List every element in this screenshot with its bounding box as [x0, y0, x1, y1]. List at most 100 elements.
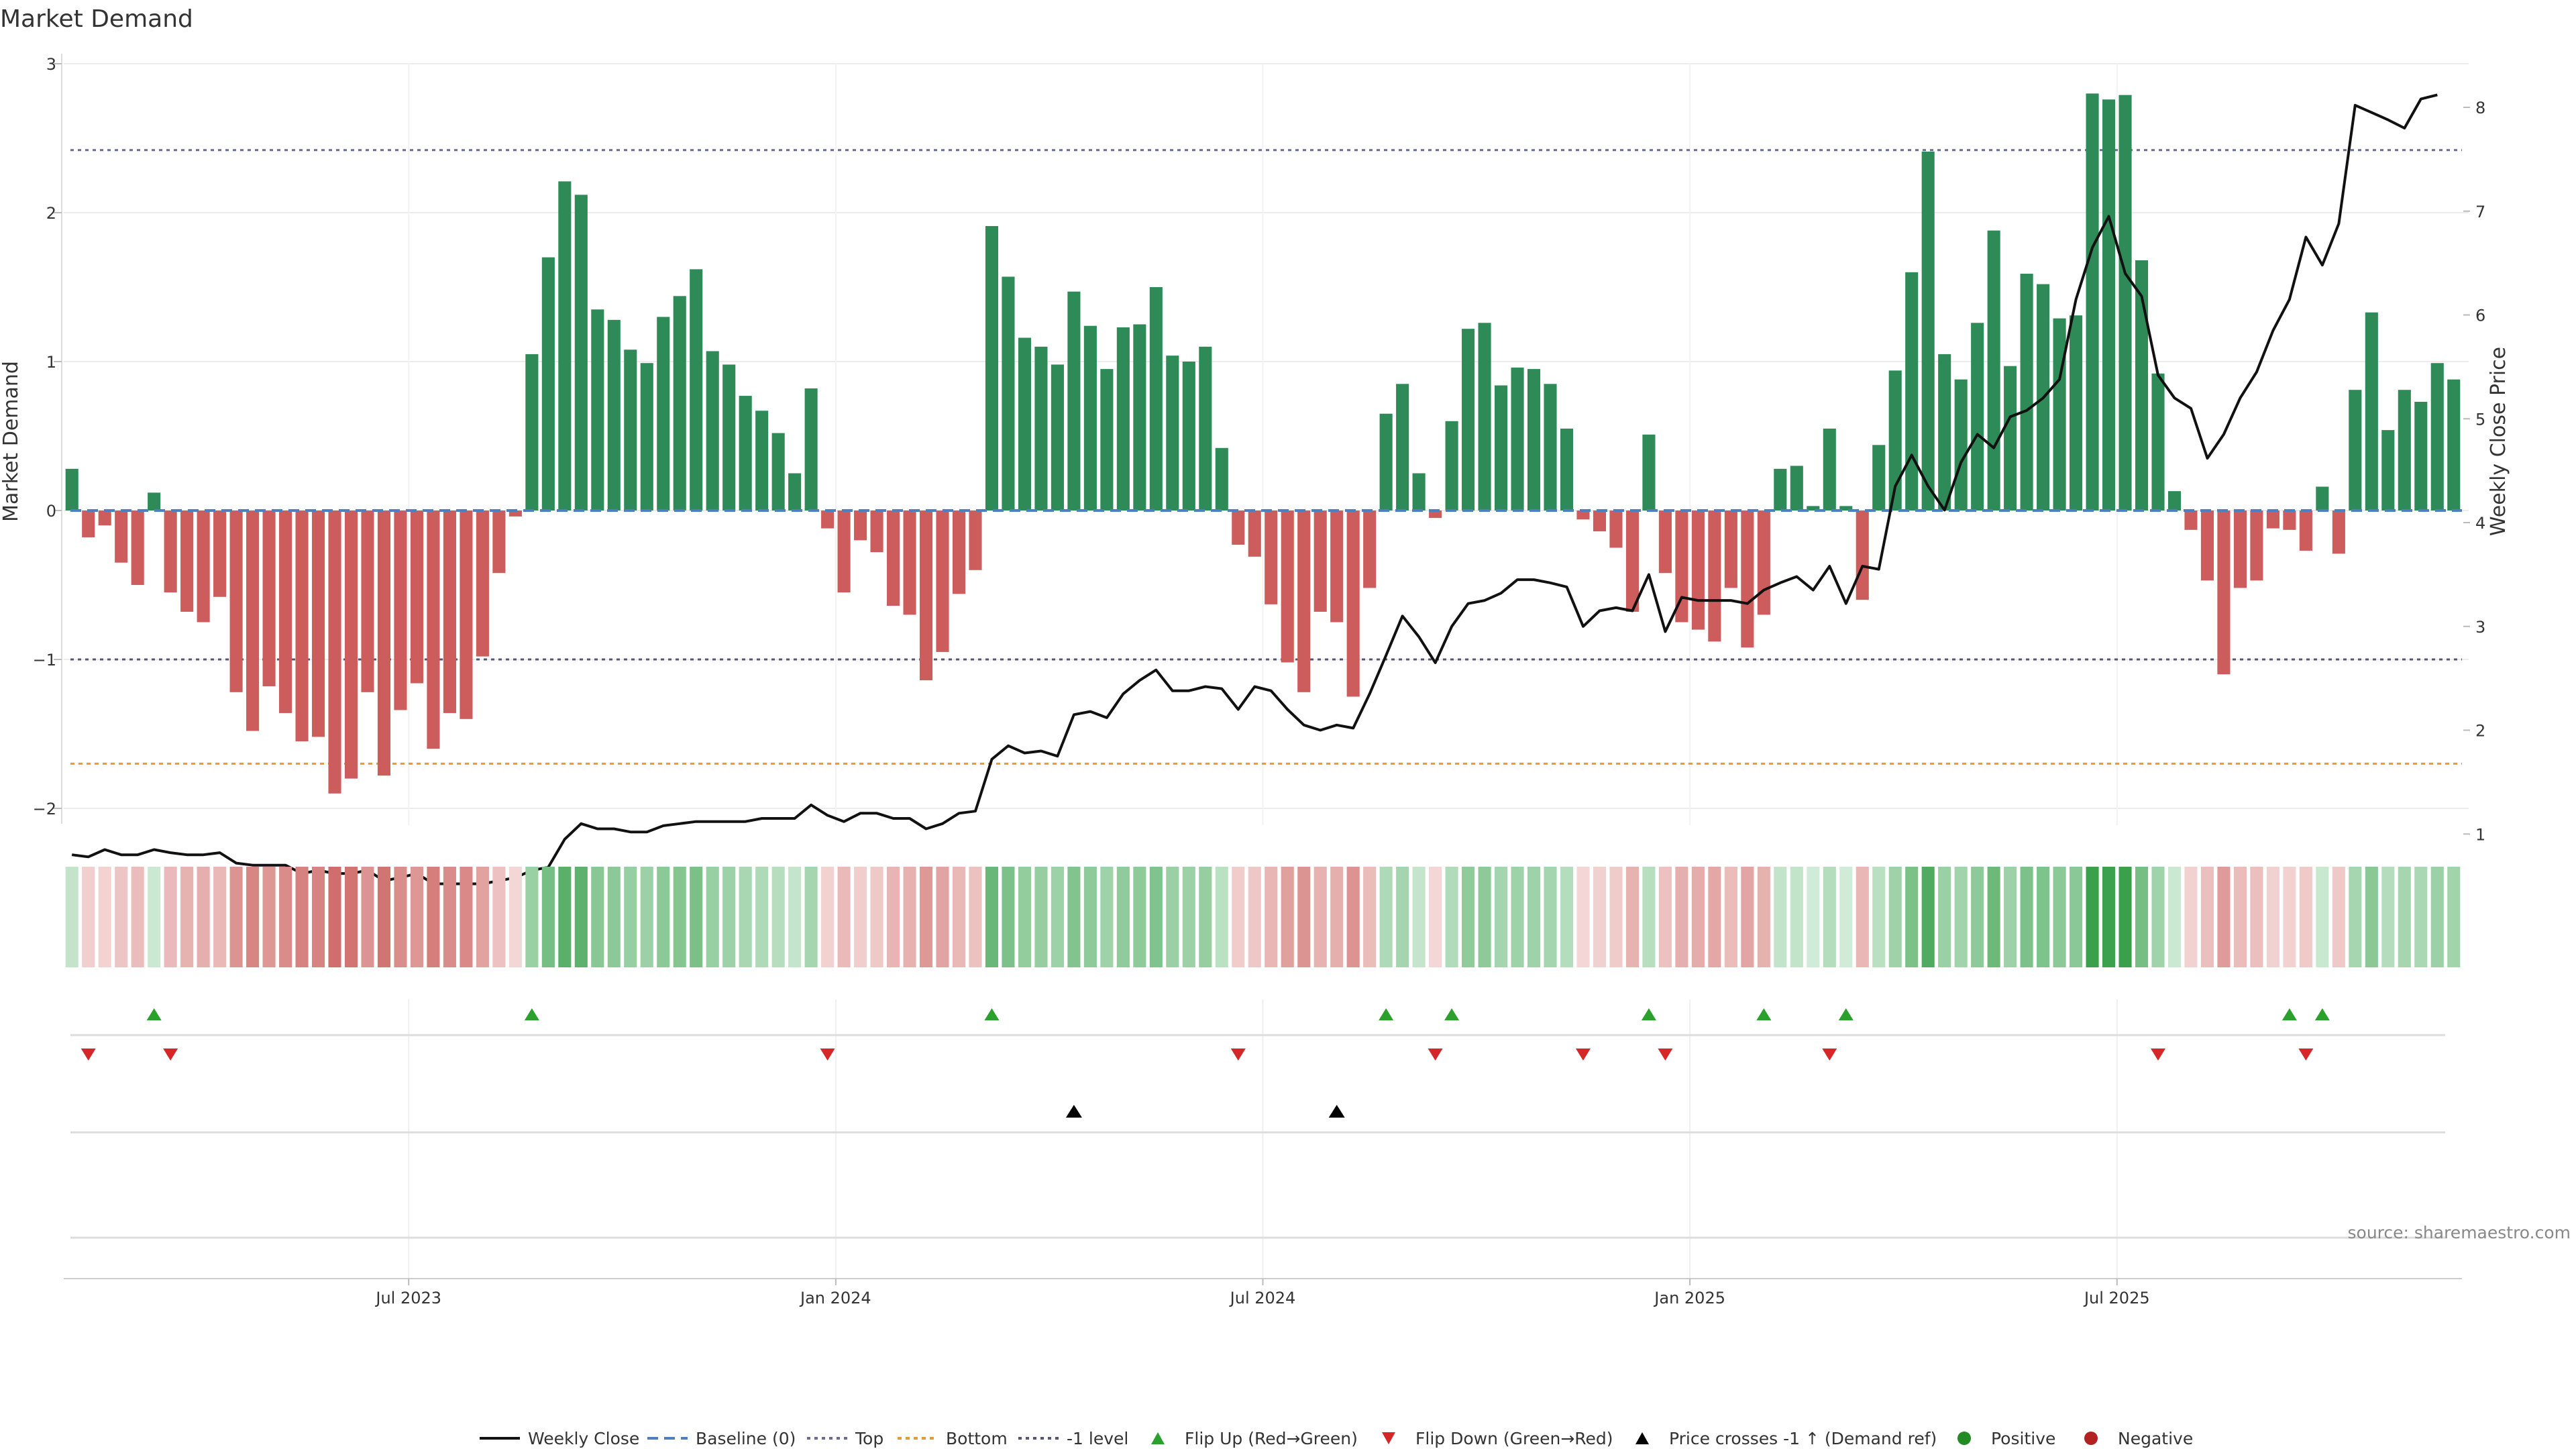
- heat-cell-141: [2381, 867, 2395, 967]
- heat-cell-18: [361, 867, 374, 967]
- demand-bar-143: [2414, 401, 2428, 511]
- demand-bar-33: [607, 319, 621, 511]
- demand-bar-45: [804, 388, 818, 511]
- demand-bar-39: [706, 351, 719, 511]
- heat-cell-111: [1888, 867, 1902, 967]
- heat-cell-10: [229, 867, 243, 967]
- heat-cell-138: [2332, 867, 2345, 967]
- legend-label-8: Positive: [1991, 1429, 2055, 1448]
- flip-up-marker-7: [1838, 1008, 1854, 1020]
- demand-bar-93: [1593, 511, 1607, 532]
- demand-bar-34: [624, 350, 637, 511]
- demand-bar-62: [1083, 325, 1097, 511]
- demand-bar-11: [246, 511, 260, 731]
- flip-up-marker-1: [524, 1008, 539, 1020]
- heat-cell-36: [657, 867, 670, 967]
- heat-cell-75: [1297, 867, 1311, 967]
- heat-cell-112: [1905, 867, 1919, 967]
- heat-cell-93: [1593, 867, 1607, 967]
- demand-bar-18: [361, 511, 374, 692]
- demand-bar-55: [969, 511, 982, 570]
- demand-bar-127: [2151, 373, 2165, 511]
- heat-cell-69: [1199, 867, 1212, 967]
- heat-cell-66: [1149, 867, 1163, 967]
- heat-cell-144: [2430, 867, 2444, 967]
- heat-cell-143: [2414, 867, 2428, 967]
- y-tick-label-4: 2: [46, 204, 56, 223]
- demand-bar-54: [952, 511, 966, 594]
- heat-cell-79: [1363, 867, 1377, 967]
- heat-cell-108: [1839, 867, 1853, 967]
- demand-bar-37: [673, 296, 686, 511]
- demand-bar-60: [1051, 364, 1064, 511]
- heat-cell-29: [541, 867, 555, 967]
- demand-bar-32: [591, 309, 604, 511]
- heat-cell-72: [1248, 867, 1261, 967]
- heat-cell-53: [936, 867, 949, 967]
- demand-bar-112: [1905, 272, 1919, 511]
- heat-cell-70: [1215, 867, 1228, 967]
- y2-tick-label-7: 8: [2475, 99, 2485, 117]
- legend-swatch-7: [1635, 1432, 1649, 1444]
- heat-cell-89: [1527, 867, 1541, 967]
- demand-bar-122: [2070, 315, 2083, 511]
- legend-label-4: -1 level: [1067, 1429, 1128, 1448]
- heat-cell-32: [591, 867, 604, 967]
- heat-cell-7: [180, 867, 194, 967]
- heat-cell-17: [344, 867, 358, 967]
- legend-label-7: Price crosses -1 ↑ (Demand ref): [1669, 1429, 1937, 1448]
- heat-cell-51: [903, 867, 916, 967]
- flip-down-marker-7: [1822, 1049, 1837, 1061]
- y2-axis-label: Weekly Close Price: [2487, 347, 2510, 536]
- heat-cell-2: [98, 867, 111, 967]
- heat-cell-11: [246, 867, 260, 967]
- y2-tick-label-2: 3: [2475, 618, 2485, 637]
- heat-cell-33: [607, 867, 621, 967]
- heat-cell-55: [969, 867, 982, 967]
- heat-cell-71: [1232, 867, 1245, 967]
- flip-up-marker-6: [1756, 1008, 1772, 1020]
- heat-cell-41: [739, 867, 752, 967]
- flip-up-marker-2: [984, 1008, 1000, 1020]
- demand-bar-80: [1379, 413, 1393, 511]
- demand-bar-56: [985, 225, 999, 511]
- flip-down-marker-4: [1428, 1049, 1443, 1061]
- heat-cell-119: [2020, 867, 2033, 967]
- flip-down-marker-3: [1230, 1049, 1246, 1061]
- demand-bars: [65, 93, 2462, 794]
- heat-cell-20: [394, 867, 407, 967]
- demand-bar-84: [1445, 421, 1458, 511]
- demand-bar-114: [1938, 354, 1951, 511]
- demand-bar-27: [508, 511, 522, 517]
- heat-cell-114: [1938, 867, 1951, 967]
- demand-bar-16: [328, 511, 341, 794]
- demand-bar-116: [1971, 323, 1984, 511]
- heat-cell-60: [1051, 867, 1064, 967]
- demand-bar-83: [1429, 511, 1442, 519]
- demand-bar-13: [279, 511, 292, 713]
- heat-cell-68: [1182, 867, 1195, 967]
- heat-cell-50: [887, 867, 900, 967]
- heat-cell-74: [1281, 867, 1294, 967]
- flip-down-marker-6: [1658, 1049, 1673, 1061]
- y2-tick-label-1: 2: [2475, 722, 2485, 741]
- demand-bar-70: [1215, 447, 1228, 511]
- demand-bar-88: [1511, 367, 1524, 511]
- heat-cell-92: [1576, 867, 1590, 967]
- demand-bar-59: [1034, 346, 1048, 511]
- demand-bar-63: [1100, 369, 1114, 511]
- demand-bar-19: [377, 511, 391, 776]
- chart-title: Market Demand: [0, 5, 193, 33]
- demand-bar-115: [1954, 379, 1968, 511]
- heat-cell-76: [1313, 867, 1327, 967]
- demand-bar-46: [821, 511, 835, 529]
- price-cross-markers: [70, 1105, 2445, 1134]
- demand-bar-73: [1265, 511, 1278, 604]
- heat-cell-22: [427, 867, 440, 967]
- heat-cell-54: [952, 867, 966, 967]
- heat-cell-120: [2037, 867, 2050, 967]
- demand-bar-0: [65, 468, 78, 511]
- flip-up-marker-3: [1379, 1008, 1394, 1020]
- heat-cell-96: [1642, 867, 1656, 967]
- heat-cell-140: [2365, 867, 2378, 967]
